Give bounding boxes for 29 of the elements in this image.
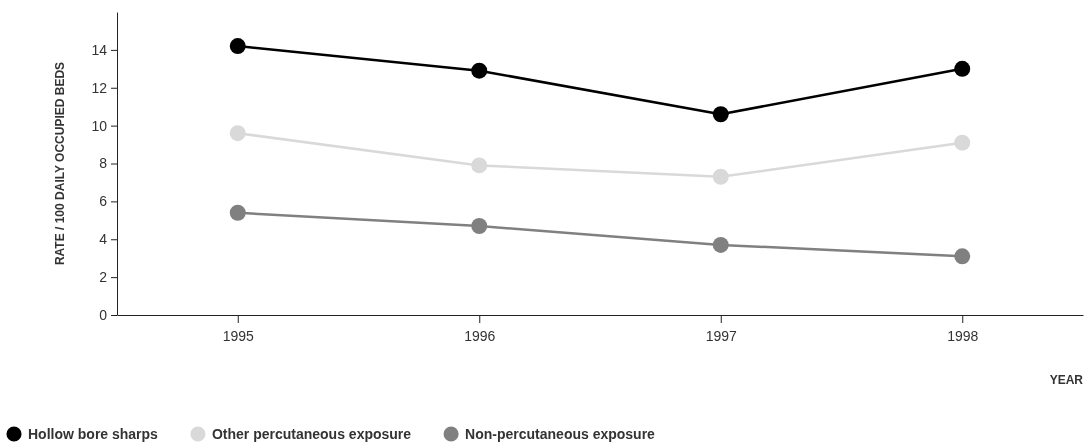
y-tick-label: 4 (99, 231, 108, 248)
y-axis-title: RATE / 100 DAILY OCCUPIED BEDS (53, 61, 67, 266)
y-tick-label: 0 (99, 306, 108, 323)
y-tick-label: 14 (91, 41, 108, 58)
point (229, 204, 246, 221)
point (471, 62, 488, 79)
legend-label: Non-percutaneous exposure (465, 426, 656, 442)
point (712, 106, 729, 123)
x-tick-label: 1998 (947, 328, 979, 345)
x-tick-label: 1996 (464, 328, 496, 345)
point (712, 236, 729, 253)
point (471, 218, 488, 234)
y-tick-label: 6 (99, 193, 108, 210)
y-tick-label: 2 (99, 269, 108, 286)
point (954, 134, 971, 151)
y-tick-label: 12 (91, 79, 108, 96)
point (712, 168, 729, 185)
x-tick-label: 1995 (222, 328, 255, 345)
legend-label: Other percutaneous exposure (211, 426, 412, 442)
y-tick-label: 8 (99, 155, 108, 172)
point (954, 60, 971, 77)
legend-label: Hollow bore sharps (28, 426, 159, 442)
point (954, 248, 971, 265)
y-tick-label: 10 (91, 117, 108, 134)
x-axis-title: YEAR (1049, 373, 1084, 387)
point (471, 157, 488, 174)
point (229, 38, 246, 55)
x-tick-label: 1997 (705, 328, 738, 345)
point (229, 125, 246, 142)
